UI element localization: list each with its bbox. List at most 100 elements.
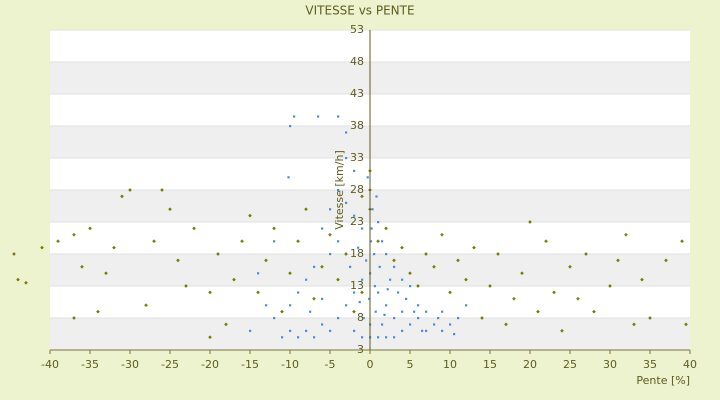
point bbox=[496, 252, 500, 256]
x-tick-label: 30 bbox=[603, 358, 617, 371]
point bbox=[337, 317, 340, 320]
point bbox=[281, 336, 284, 339]
point bbox=[632, 322, 636, 327]
x-tick-label: 0 bbox=[367, 358, 374, 371]
point bbox=[366, 176, 369, 179]
point bbox=[393, 317, 396, 320]
point bbox=[353, 214, 356, 217]
point bbox=[385, 304, 388, 307]
point bbox=[401, 329, 404, 332]
x-tick-label: 40 bbox=[683, 358, 697, 371]
point bbox=[616, 258, 620, 263]
point bbox=[401, 278, 404, 281]
point bbox=[357, 246, 360, 249]
point bbox=[176, 258, 180, 263]
y-tick-label: 18 bbox=[350, 247, 364, 260]
point bbox=[378, 265, 381, 268]
point bbox=[328, 232, 332, 237]
y-tick-label: 53 bbox=[350, 23, 364, 36]
point bbox=[272, 226, 276, 231]
point bbox=[373, 285, 376, 288]
point bbox=[385, 336, 388, 339]
point bbox=[96, 309, 100, 314]
point bbox=[313, 336, 316, 339]
x-tick-label: 20 bbox=[523, 358, 537, 371]
point bbox=[321, 227, 324, 230]
point bbox=[345, 131, 348, 134]
point bbox=[304, 207, 308, 212]
point bbox=[381, 240, 384, 243]
point bbox=[386, 288, 389, 291]
point bbox=[128, 188, 132, 192]
point bbox=[448, 290, 452, 295]
point bbox=[345, 201, 348, 204]
point bbox=[375, 195, 378, 198]
point bbox=[684, 322, 688, 327]
point bbox=[337, 240, 340, 243]
point bbox=[320, 264, 324, 269]
point bbox=[413, 310, 416, 313]
point bbox=[297, 336, 300, 339]
marks bbox=[12, 115, 688, 340]
y-tick-label: 23 bbox=[350, 215, 364, 228]
point bbox=[408, 271, 412, 276]
point bbox=[240, 239, 244, 244]
point bbox=[373, 253, 376, 256]
point bbox=[208, 335, 212, 340]
point bbox=[560, 328, 564, 333]
point bbox=[456, 258, 460, 263]
point bbox=[393, 265, 396, 268]
point bbox=[648, 316, 652, 320]
point bbox=[349, 265, 352, 268]
point bbox=[389, 278, 392, 281]
point bbox=[280, 309, 284, 314]
point bbox=[393, 336, 396, 339]
point bbox=[383, 313, 386, 316]
point bbox=[353, 169, 356, 172]
point bbox=[358, 301, 361, 304]
point bbox=[465, 304, 468, 307]
point bbox=[432, 264, 436, 269]
y-tick-label: 43 bbox=[350, 87, 364, 100]
point bbox=[397, 291, 400, 294]
point bbox=[441, 310, 444, 313]
point bbox=[152, 239, 156, 244]
point bbox=[376, 239, 380, 244]
x-tick-label: 25 bbox=[563, 358, 577, 371]
point bbox=[353, 291, 356, 294]
point bbox=[440, 232, 444, 237]
point bbox=[296, 239, 300, 244]
point bbox=[360, 194, 364, 199]
x-tick-label: -35 bbox=[81, 358, 99, 371]
point bbox=[56, 239, 60, 244]
point bbox=[336, 277, 340, 282]
point bbox=[424, 252, 428, 256]
point bbox=[168, 207, 172, 212]
point bbox=[608, 284, 612, 288]
point bbox=[248, 213, 252, 218]
point bbox=[568, 264, 572, 269]
point bbox=[433, 323, 436, 326]
point bbox=[361, 278, 364, 281]
point bbox=[401, 310, 404, 313]
y-tick-label: 8 bbox=[357, 311, 364, 324]
x-tick-label: 35 bbox=[643, 358, 657, 371]
point bbox=[345, 304, 348, 307]
x-tick-label: -30 bbox=[121, 358, 139, 371]
point bbox=[321, 297, 324, 300]
point bbox=[405, 297, 408, 300]
point bbox=[409, 285, 412, 288]
point bbox=[312, 296, 316, 301]
point bbox=[504, 322, 508, 327]
point bbox=[425, 310, 428, 313]
point bbox=[112, 245, 116, 250]
point bbox=[664, 258, 668, 263]
point bbox=[184, 284, 188, 288]
point bbox=[365, 259, 368, 262]
point bbox=[453, 333, 456, 336]
point bbox=[536, 309, 540, 314]
point bbox=[369, 240, 372, 243]
point bbox=[287, 176, 290, 179]
point bbox=[409, 323, 412, 326]
